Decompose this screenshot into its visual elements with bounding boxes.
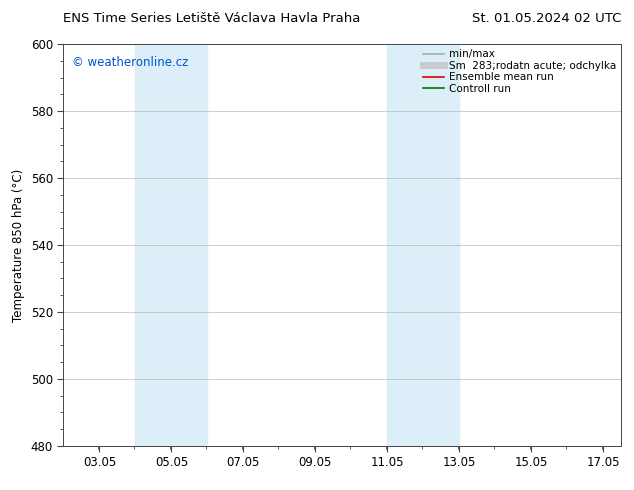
Bar: [387, 44, 460, 446]
Text: © weatheronline.cz: © weatheronline.cz: [72, 56, 188, 69]
Legend: min/max, Sm  283;rodatn acute; odchylka, Ensemble mean run, Controll run: min/max, Sm 283;rodatn acute; odchylka, …: [421, 47, 618, 96]
Text: ENS Time Series Letiště Václava Havla Praha: ENS Time Series Letiště Václava Havla Pr…: [63, 12, 361, 25]
Bar: [136, 44, 207, 446]
Y-axis label: Temperature 850 hPa (°C): Temperature 850 hPa (°C): [12, 169, 25, 321]
Text: St. 01.05.2024 02 UTC: St. 01.05.2024 02 UTC: [472, 12, 621, 25]
